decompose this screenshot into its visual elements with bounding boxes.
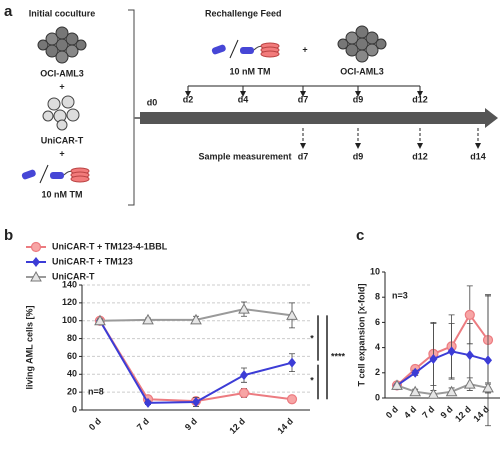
y-tick-label: 100 bbox=[62, 315, 77, 325]
marker bbox=[30, 241, 42, 253]
marker bbox=[288, 357, 296, 368]
x-tick-label: 7 d bbox=[135, 416, 151, 432]
marker bbox=[464, 309, 475, 320]
section-title: Rechallenge Feed bbox=[205, 8, 282, 18]
x-tick-label: 9 d bbox=[183, 416, 199, 432]
significance: * bbox=[310, 375, 314, 385]
marker bbox=[447, 346, 456, 357]
plus: + bbox=[59, 148, 64, 158]
legend-label: UniCAR-T + TM123-4-1BBL bbox=[52, 241, 168, 251]
marker bbox=[445, 385, 458, 397]
significance: * bbox=[310, 333, 314, 343]
x-tick-label: 9 d bbox=[438, 404, 454, 420]
marker bbox=[463, 378, 476, 389]
x-tick-label: 0 d bbox=[384, 404, 400, 420]
y-axis-label: living AML cells [%] bbox=[24, 305, 34, 389]
y-tick-label: 80 bbox=[67, 333, 77, 343]
y-tick-label: 60 bbox=[67, 351, 77, 361]
y-tick-label: 120 bbox=[62, 297, 77, 307]
y-tick-label: 40 bbox=[67, 369, 77, 379]
series-line bbox=[99, 320, 293, 404]
day-label: d2 bbox=[183, 94, 194, 104]
panel-a: a Initial coculture OCI-AML3 + UniCAR-T … bbox=[4, 3, 498, 206]
x-tick-label: 0 d bbox=[87, 416, 103, 432]
marker bbox=[409, 385, 422, 397]
series-line bbox=[99, 320, 293, 403]
aml-cells-icon bbox=[337, 25, 387, 63]
timeline-arrow bbox=[140, 108, 498, 128]
marker bbox=[484, 355, 492, 366]
annotation: n=8 bbox=[88, 386, 104, 396]
marker bbox=[427, 388, 440, 399]
panel-label: b bbox=[4, 227, 13, 244]
y-axis-label: T cell expansion [x-fold] bbox=[356, 283, 366, 386]
y-tick-label: 8 bbox=[375, 292, 380, 302]
y-tick-label: 4 bbox=[375, 342, 380, 352]
day-label: d0 bbox=[147, 97, 158, 107]
y-tick-label: 0 bbox=[375, 392, 380, 402]
y-tick-label: 0 bbox=[72, 404, 77, 414]
panel-label: c bbox=[356, 227, 364, 244]
y-tick-label: 10 bbox=[370, 266, 380, 276]
marker bbox=[238, 303, 250, 314]
sample-label: Sample measurement bbox=[198, 151, 291, 161]
day-label: d7 bbox=[298, 94, 309, 104]
day-label: d14 bbox=[470, 151, 486, 161]
marker bbox=[94, 314, 106, 326]
x-tick-label: 7 d bbox=[420, 404, 436, 420]
x-tick-label: 12 d bbox=[227, 416, 247, 436]
legend-label: UniCAR-T + TM123 bbox=[52, 256, 133, 266]
marker bbox=[238, 387, 250, 399]
plus: + bbox=[302, 44, 307, 54]
x-tick-label: 14 d bbox=[275, 416, 295, 436]
section-title: Initial coculture bbox=[29, 8, 96, 18]
day-label: d12 bbox=[412, 94, 428, 104]
series-line bbox=[396, 383, 489, 396]
y-tick-label: 2 bbox=[375, 367, 380, 377]
tm-icon bbox=[210, 39, 280, 59]
label: OCI-AML3 bbox=[40, 68, 84, 78]
day-label: d4 bbox=[238, 94, 249, 104]
t-cells-icon bbox=[42, 95, 80, 131]
significance: **** bbox=[331, 352, 346, 362]
marker bbox=[391, 379, 403, 390]
x-tick-label: 4 d bbox=[402, 404, 418, 420]
marker bbox=[30, 270, 42, 282]
day-label: d12 bbox=[412, 151, 428, 161]
day-label: d7 bbox=[298, 151, 309, 161]
marker bbox=[286, 394, 298, 405]
bracket bbox=[128, 9, 135, 206]
aml-cells-icon bbox=[37, 26, 87, 64]
label: 10 nM TM bbox=[229, 66, 270, 76]
marker bbox=[32, 257, 40, 267]
y-tick-label: 6 bbox=[375, 317, 380, 327]
marker bbox=[286, 309, 298, 320]
marker bbox=[192, 396, 200, 407]
marker bbox=[144, 397, 152, 408]
marker bbox=[429, 353, 438, 364]
y-tick-label: 20 bbox=[67, 387, 77, 397]
label: OCI-AML3 bbox=[340, 66, 384, 76]
legend-label: UniCAR-T bbox=[52, 271, 95, 281]
plus: + bbox=[59, 81, 64, 91]
y-tick-label: 140 bbox=[62, 279, 77, 289]
annotation: n=3 bbox=[392, 290, 408, 300]
day-label: d9 bbox=[353, 94, 364, 104]
label: 10 nM TM bbox=[41, 189, 82, 199]
marker bbox=[465, 350, 474, 361]
marker bbox=[411, 367, 420, 378]
marker bbox=[240, 370, 248, 381]
tm-icon bbox=[20, 164, 90, 184]
x-tick-label: 12 d bbox=[453, 404, 473, 424]
day-label: d9 bbox=[353, 151, 364, 161]
label: UniCAR-T bbox=[41, 135, 84, 145]
marker bbox=[190, 313, 202, 325]
marker bbox=[142, 313, 154, 325]
panel-label: a bbox=[4, 3, 13, 20]
marker bbox=[482, 381, 494, 393]
